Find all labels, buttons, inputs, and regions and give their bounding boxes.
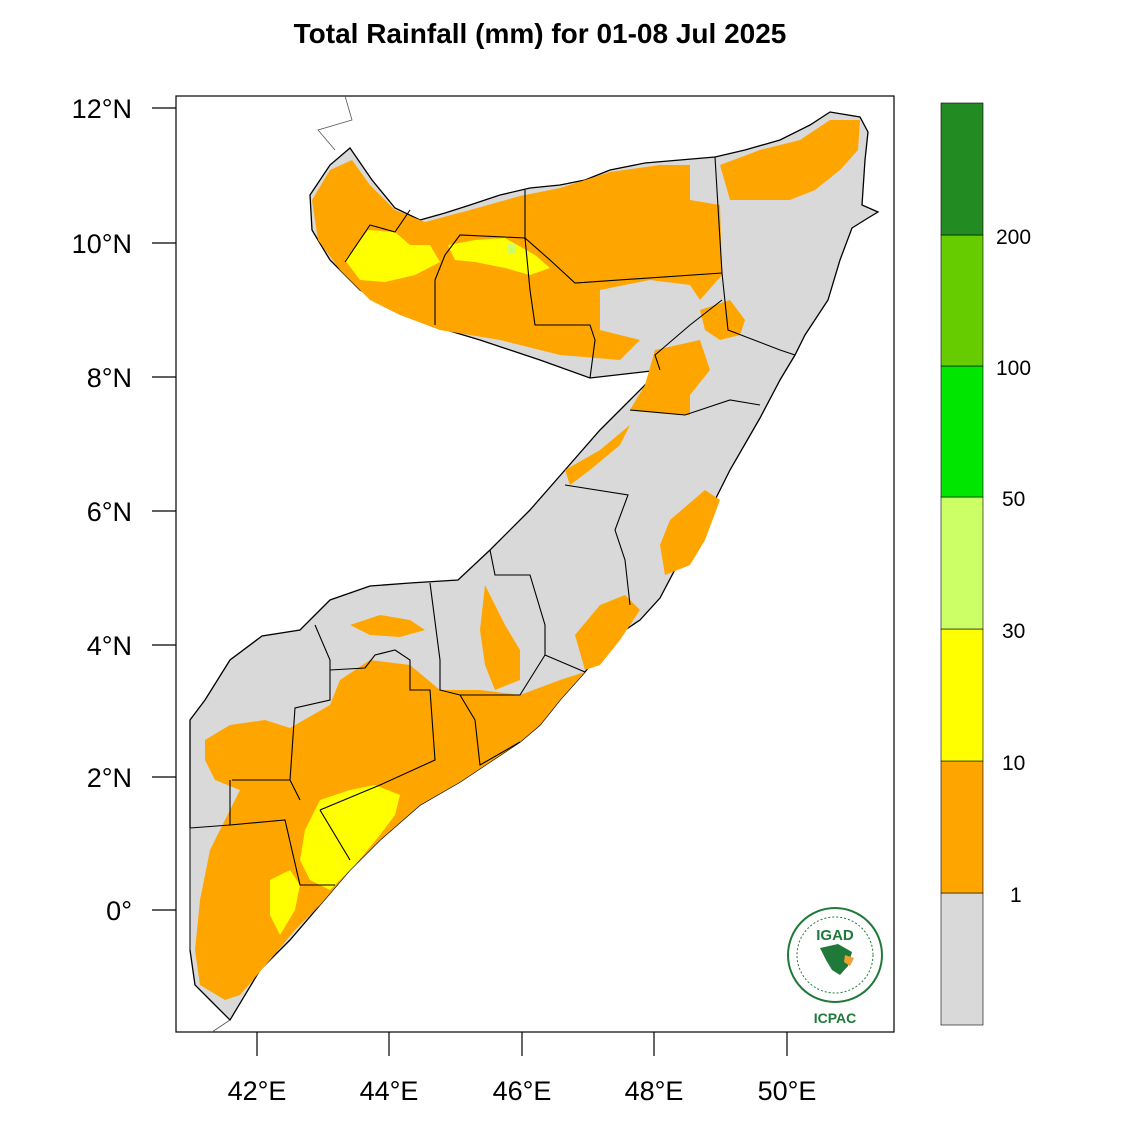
colorbar-bin-1 xyxy=(940,760,984,894)
colorbar-label: 10 xyxy=(1002,752,1025,775)
colorbar-bin-4 xyxy=(940,365,984,498)
rain-30-50mm-spot xyxy=(508,244,516,254)
y-tick-label: 6°N xyxy=(87,497,132,527)
y-tick-label: 2°N xyxy=(87,763,132,793)
y-axis xyxy=(152,107,176,911)
y-tick-label: 8°N xyxy=(87,363,132,393)
x-tick-label: 44°E xyxy=(360,1076,419,1106)
colorbar: 1 10 30 50 100 200 xyxy=(940,102,1031,1026)
rain-10-30mm xyxy=(270,230,550,935)
x-tick-label: 48°E xyxy=(625,1076,684,1106)
colorbar-label: 200 xyxy=(996,226,1031,249)
colorbar-bin-3 xyxy=(940,496,984,630)
icpac-logo: IGAD ICPAC xyxy=(787,907,883,1026)
x-tick-label: 46°E xyxy=(493,1076,552,1106)
colorbar-label: 100 xyxy=(996,357,1031,380)
y-tick-label: 12°N xyxy=(72,94,132,124)
neighbor-borders xyxy=(189,95,353,1033)
colorbar-bin-2 xyxy=(940,628,984,762)
colorbar-label: 1 xyxy=(1010,884,1022,907)
y-tick-label: 10°N xyxy=(72,229,132,259)
colorbar-label: 30 xyxy=(1002,620,1025,643)
colorbar-label: 50 xyxy=(1002,488,1025,511)
y-tick-label: 4°N xyxy=(87,631,132,661)
x-axis xyxy=(256,1032,788,1056)
map-title: Total Rainfall (mm) for 01-08 Jul 2025 xyxy=(293,18,787,49)
logo-top-text: IGAD xyxy=(816,927,854,944)
colorbar-bin-6 xyxy=(940,102,984,236)
x-tick-label: 42°E xyxy=(228,1076,287,1106)
x-tick-label: 50°E xyxy=(758,1076,817,1106)
logo-bottom-text: ICPAC xyxy=(814,1010,857,1026)
admin-boundaries xyxy=(189,156,796,886)
y-tick-label: 0° xyxy=(106,896,132,926)
colorbar-bin-0 xyxy=(940,892,984,1026)
colorbar-bin-5 xyxy=(940,234,984,367)
